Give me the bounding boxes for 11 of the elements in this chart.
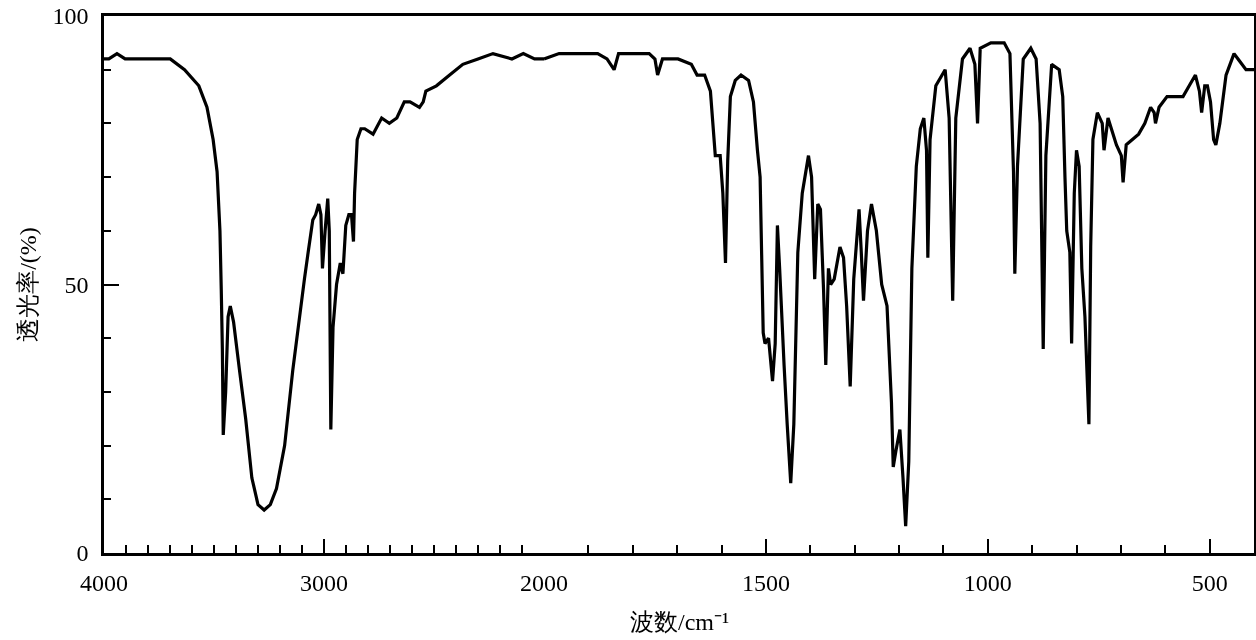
- x-tick-label: 3000: [300, 569, 348, 596]
- y-axis-title: 透光率/(%): [14, 227, 41, 342]
- x-tick-label: 500: [1191, 569, 1228, 596]
- x-axis-title: 波数/cm⁻¹: [630, 609, 730, 635]
- x-tick-label: 4000: [80, 569, 128, 596]
- y-tick-label: 100: [52, 3, 89, 30]
- x-tick-label: 2000: [520, 569, 568, 596]
- y-tick-label: 50: [64, 271, 89, 298]
- y-tick-label: 0: [76, 540, 89, 567]
- x-tick-label: 1000: [963, 569, 1012, 596]
- x-tick-label: 1500: [741, 569, 790, 596]
